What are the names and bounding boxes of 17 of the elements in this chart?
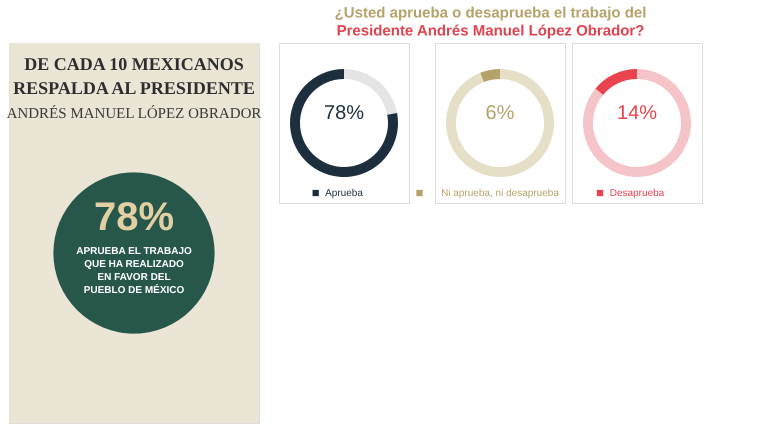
text: 78% (94, 195, 174, 239)
text: ¿Usted aprueba o desaprueba el trabajo del (334, 4, 646, 22)
data-label: 78% (324, 102, 364, 124)
legend-label: Ni aprueba, ni desaprueba (441, 188, 560, 199)
text: Presidente Andrés Manuel López Obrador? (336, 22, 644, 40)
donut-slice (595, 69, 637, 95)
text: APRUEBA EL TRABAJO QUE HA REALIZADO EN FAVOR DEL PUEBLO DE MÉXICO (76, 246, 192, 296)
legend-label: Desaprueba (610, 188, 665, 199)
text: DE CADA 10 MEXICANOS RESPALDA AL PRESIDENTE (13, 54, 255, 98)
donut-slice (583, 69, 691, 177)
data-label: 6% (486, 102, 515, 124)
text: ANDRÉS MANUEL LÓPEZ OBRADOR (6, 105, 262, 122)
legend-label: Aprueba (325, 188, 364, 199)
donut-slice (290, 69, 398, 177)
donut-slice (480, 69, 500, 82)
donut-slice (446, 69, 554, 177)
data-label: 14% (616, 102, 658, 124)
